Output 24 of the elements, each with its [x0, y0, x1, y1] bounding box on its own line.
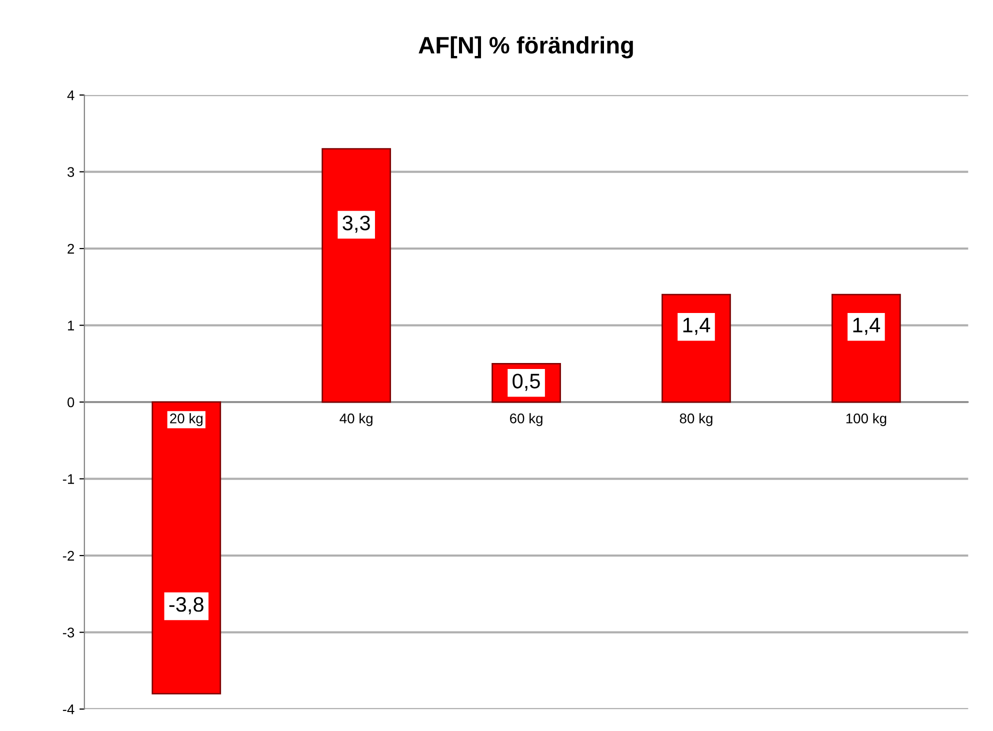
x-tick-label: 80 kg [680, 413, 712, 426]
data-label: 1,4 [683, 318, 710, 335]
data-label: 1,4 [853, 318, 880, 335]
y-tick-label: -3 [62, 628, 74, 638]
x-tick-label: 20 kg [170, 413, 202, 426]
bar [322, 148, 392, 403]
y-tick-label: 3 [67, 167, 74, 177]
data-label: 0,5 [512, 374, 540, 391]
y-tick-label: -2 [62, 550, 74, 561]
y-tick-label: 0 [68, 397, 74, 408]
bar [152, 401, 222, 694]
x-tick-label: 40 kg [340, 413, 372, 426]
chart-title: AF[N] % förändring [418, 36, 633, 58]
y-tick-label: 2 [68, 244, 74, 254]
bar [662, 294, 731, 403]
y-tick-label: 1 [68, 320, 74, 330]
data-label: -3,8 [169, 597, 204, 614]
x-tick-label: 100 kg [846, 413, 886, 426]
x-tick-label: 60 kg [510, 413, 542, 426]
bar [832, 294, 901, 403]
data-label: 3,3 [342, 216, 370, 233]
y-tick-label: -4 [62, 704, 74, 714]
y-tick-label: 4 [67, 90, 74, 100]
y-tick-label: -1 [62, 474, 74, 484]
